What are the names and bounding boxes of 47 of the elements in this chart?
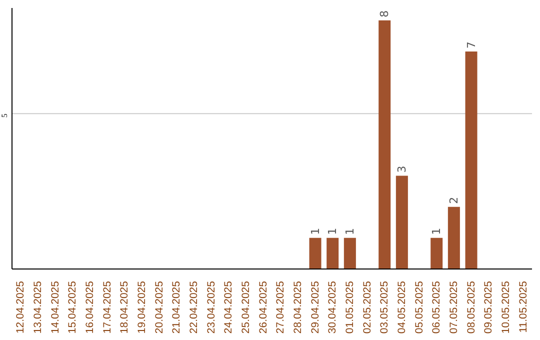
x-tick-label: 08.05.2025: [465, 280, 478, 334]
y-tick-label: 5: [0, 114, 9, 118]
data-label: 2: [447, 196, 460, 204]
data-label: 7: [464, 42, 478, 48]
bar: [396, 176, 408, 269]
x-tick-label: 30.04.2025: [326, 280, 339, 334]
x-tick-label: 28.04.2025: [292, 280, 304, 334]
x-tick-label: 15.04.2025: [66, 280, 79, 334]
bar: [465, 52, 478, 269]
x-tick-label: 09.05.2025: [482, 280, 495, 334]
x-tick-label: 14.04.2025: [49, 280, 62, 334]
x-tick-label: 05.05.2025: [413, 280, 426, 334]
x-tick-label: 03.05.2025: [378, 280, 391, 334]
data-label: 3: [395, 166, 408, 173]
x-tick-label: 17.04.2025: [101, 280, 114, 334]
x-tick-label: 12.04.2025: [14, 280, 27, 334]
x-tick-label: 13.04.2025: [32, 280, 44, 334]
x-tick-label: 20.04.2025: [153, 280, 166, 334]
x-tick-label: 29.04.2025: [309, 280, 322, 334]
x-tick-label: 19.04.2025: [136, 280, 148, 334]
x-tick-label: 10.05.2025: [500, 280, 512, 334]
x-tick-label: 27.04.2025: [274, 280, 287, 334]
x-tick-label: 24.04.2025: [222, 280, 235, 334]
x-tick-label: 07.05.2025: [448, 280, 460, 334]
x-tick-label: 04.05.2025: [396, 280, 408, 334]
data-label: 1: [308, 228, 322, 235]
bar: [378, 20, 391, 269]
x-tick-label: 23.04.2025: [205, 280, 218, 334]
x-tick-label: 02.05.2025: [361, 280, 374, 334]
x-tick-label: 21.04.2025: [170, 280, 183, 334]
data-label: 1: [343, 228, 356, 235]
x-tick-label: 01.05.2025: [344, 280, 356, 334]
bar: [326, 238, 339, 269]
bar: [430, 238, 443, 269]
bar: [344, 238, 356, 269]
x-tick-label: 22.04.2025: [188, 280, 200, 334]
x-tick-label: 06.05.2025: [430, 280, 443, 334]
data-label: 1: [430, 228, 444, 235]
x-tick-label: 11.05.2025: [517, 280, 530, 333]
x-tick-label: 16.04.2025: [84, 280, 96, 334]
bar: [448, 206, 460, 269]
x-tick-label: 25.04.2025: [240, 280, 252, 334]
x-tick-label: 26.04.2025: [257, 280, 270, 334]
x-tick-label: 18.04.2025: [118, 280, 131, 334]
bar: [309, 238, 322, 269]
data-label: 1: [326, 228, 340, 235]
data-label: 8: [378, 10, 392, 18]
